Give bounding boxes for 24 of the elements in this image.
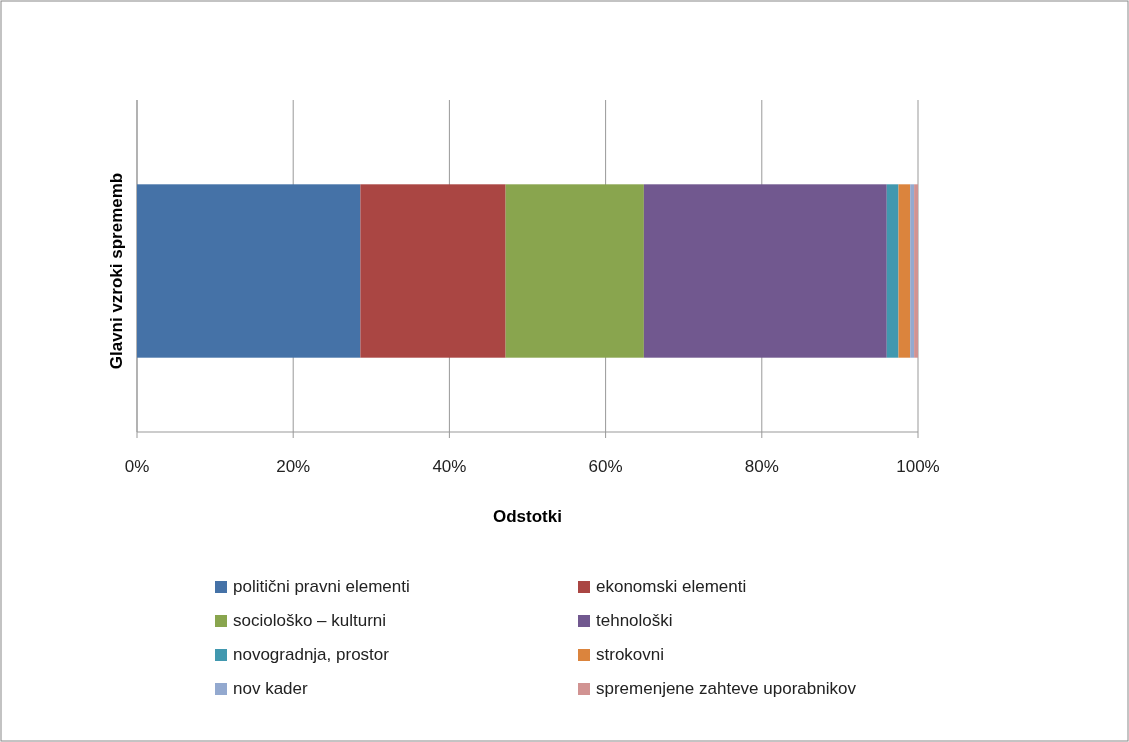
legend-label: spremenjene zahteve uporabnikov — [596, 679, 857, 698]
bar — [505, 184, 644, 358]
legend-label: nov kader — [233, 679, 308, 698]
legend-label: novogradnja, prostor — [233, 645, 390, 664]
bar — [898, 184, 911, 358]
bar — [886, 184, 899, 358]
bar — [137, 184, 361, 358]
bar — [910, 184, 915, 358]
bar — [360, 184, 506, 358]
x-tick-label: 100% — [896, 457, 940, 476]
x-axis-title: Odstotki — [493, 507, 562, 526]
legend-label: ekonomski elementi — [596, 577, 747, 596]
x-tick-label: 20% — [276, 457, 311, 476]
bar — [643, 184, 887, 358]
x-tick-label: 80% — [744, 457, 779, 476]
legend-label: strokovni — [596, 645, 665, 664]
legend-label: tehnološki — [596, 611, 673, 630]
y-axis-title: Glavni vzroki sprememb — [107, 172, 126, 370]
legend-label: politični pravni elementi — [233, 577, 410, 596]
x-tick-label: 40% — [432, 457, 467, 476]
legend-label: sociološko – kulturni — [233, 611, 387, 630]
bar — [914, 184, 918, 358]
x-tick-label: 0% — [124, 457, 150, 476]
x-tick-label: 60% — [588, 457, 623, 476]
